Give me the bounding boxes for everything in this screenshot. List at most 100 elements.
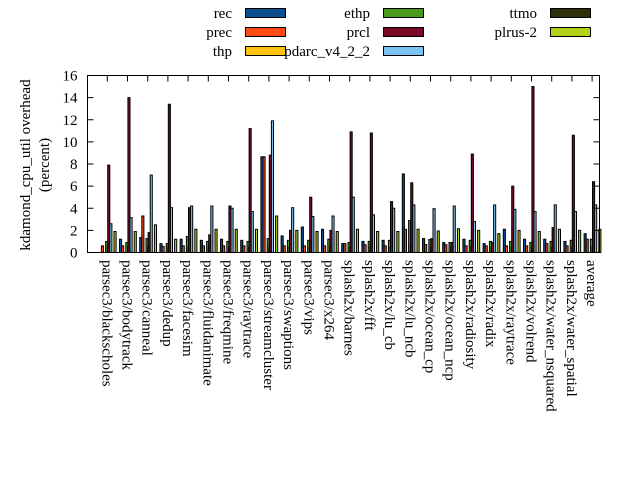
legend-swatch-ethp (383, 8, 424, 18)
x-tick-label: average (583, 260, 599, 307)
legend-swatch-thp (245, 46, 286, 56)
legend-label: plrus-2 (495, 25, 538, 41)
bar-plrus-2-12 (355, 228, 359, 254)
bar-pdarc_v4_2_2-15 (412, 204, 416, 253)
x-tick-label: splash2x/volrend (523, 260, 539, 363)
bar-prec-7 (242, 245, 246, 254)
legend-swatch-rec (245, 8, 286, 18)
x-tick-label: splash2x/radiosity (462, 260, 478, 370)
bar-plrus-2-0 (113, 230, 117, 253)
bar-prec-2 (141, 215, 145, 253)
x-tick-label: parsec3/dedup (159, 260, 175, 347)
plot-frame (87, 75, 600, 253)
bar-plrus-2-11 (335, 230, 339, 253)
bar-plrus-2-7 (254, 228, 258, 254)
bar-prec-4 (181, 245, 185, 254)
legend-label: ttmo (509, 6, 537, 22)
bar-pdarc_v4_2_2-16 (432, 208, 436, 254)
bar-pdarc_v4_2_2-22 (553, 204, 557, 253)
bar-prec-3 (161, 245, 165, 253)
bar-prec-8 (262, 156, 266, 253)
bar-plrus-2-2 (153, 224, 157, 253)
y-tick-label: 6 (70, 179, 78, 195)
y-tick-label: 12 (63, 113, 78, 129)
bar-pdarc_v4_2_2-20 (513, 208, 517, 253)
bar-prec-5 (201, 245, 205, 254)
x-tick-label: parsec3/fluidanimate (199, 260, 215, 386)
y-tick-label: 8 (70, 157, 78, 173)
bar-plrus-2-8 (275, 215, 279, 253)
y-tick-label: 2 (70, 223, 78, 239)
bar-plrus-2-14 (396, 230, 400, 253)
bar-pdarc_v4_2_2-10 (311, 216, 315, 253)
bar-prec-16 (424, 244, 428, 254)
x-tick-label: splash2x/lu_cb (381, 260, 397, 350)
legend-label: ethp (344, 6, 370, 22)
bar-pdarc_v4_2_2-3 (169, 207, 173, 253)
x-tick-label: splash2x/raytrace (502, 260, 518, 365)
bar-pdarc_v4_2_2-18 (472, 221, 476, 253)
bar-prec-1 (121, 245, 125, 254)
bar-prec-23 (565, 245, 569, 254)
bar-prec-24 (585, 238, 589, 254)
bar-pdarc_v4_2_2-4 (190, 205, 194, 254)
y-axis: 0 2 4 6 8 10 12 14 16 (63, 69, 600, 262)
legend-label: prcl (347, 25, 370, 41)
bar-plrus-2-9 (295, 229, 299, 253)
bar-prec-21 (525, 245, 529, 254)
bar-pdarc_v4_2_2-24 (594, 204, 598, 253)
y-tick-label: 10 (63, 135, 78, 151)
bar-prec-22 (545, 243, 549, 253)
bar-plrus-2-19 (497, 233, 501, 254)
legend-swatch-pdarc_v4_2_2 (383, 46, 424, 56)
y-tick-label: 4 (70, 201, 78, 217)
bar-prec-17 (444, 244, 448, 254)
bar-plrus-2-17 (456, 228, 460, 253)
bar-pdarc_v4_2_2-19 (493, 204, 497, 253)
y-axis-label: kdamond_cpu_util overhead (18, 79, 34, 251)
bar-plrus-2-10 (315, 230, 319, 253)
x-tick-label: splash2x/lu_ncb (401, 260, 417, 358)
bar-pdarc_v4_2_2-11 (331, 215, 335, 253)
bar-plrus-2-22 (557, 228, 562, 254)
bar-pdarc_v4_2_2-8 (270, 120, 274, 253)
y-tick-label: 14 (63, 91, 79, 107)
legend-label: prec (206, 25, 232, 41)
x-tick-label: splash2x/water_nsquared (543, 260, 559, 412)
x-tick-label: parsec3/swaptions (280, 260, 296, 370)
bar-pdarc_v4_2_2-21 (533, 211, 537, 254)
bar-pdarc_v4_2_2-9 (291, 207, 295, 253)
bar-prec-14 (383, 245, 387, 254)
bar-pdarc_v4_2_2-5 (210, 205, 214, 254)
x-tick-label: parsec3/streamcluster (260, 260, 276, 390)
bar-plrus-2-6 (234, 228, 238, 254)
bar-prec-9 (282, 245, 286, 254)
y-tick-label: 0 (70, 246, 78, 262)
legend-swatch-prec (245, 27, 286, 37)
bar-prec-20 (504, 245, 508, 254)
bar-pdarc_v4_2_2-2 (149, 174, 153, 253)
bar-plrus-2-5 (214, 228, 218, 254)
x-tick-label: parsec3/freqmine (220, 260, 236, 364)
bar-pdarc_v4_2_2-0 (109, 223, 113, 254)
bar-prec-12 (343, 243, 347, 253)
y-tick-label: 16 (63, 69, 79, 85)
bar-pdarc_v4_2_2-1 (129, 217, 133, 253)
legend: rec prec thp ethp prcl pdarc_v4_2_2 ttmo plrus-… (206, 6, 591, 60)
bar-plrus-2-4 (194, 228, 198, 254)
y-axis-unit: (percent) (37, 138, 53, 192)
bar-prec-18 (464, 245, 468, 254)
x-tick-label: splash2x/radix (482, 260, 498, 348)
bar-pdarc_v4_2_2-13 (371, 214, 375, 253)
x-axis: parsec3/blackscholes parsec3/bodytrack par… (98, 75, 599, 412)
bar-prec-0 (100, 245, 105, 254)
x-tick-label: splash2x/ocean_cp (422, 260, 438, 373)
bar-plrus-2-13 (376, 230, 380, 253)
bars (100, 86, 602, 254)
bar-plrus-2-21 (537, 230, 541, 253)
bar-plrus-2-16 (436, 230, 440, 254)
bar-prec-15 (403, 228, 407, 254)
x-tick-label: parsec3/blackscholes (98, 260, 114, 387)
x-tick-label: splash2x/ocean_ncp (442, 260, 458, 381)
